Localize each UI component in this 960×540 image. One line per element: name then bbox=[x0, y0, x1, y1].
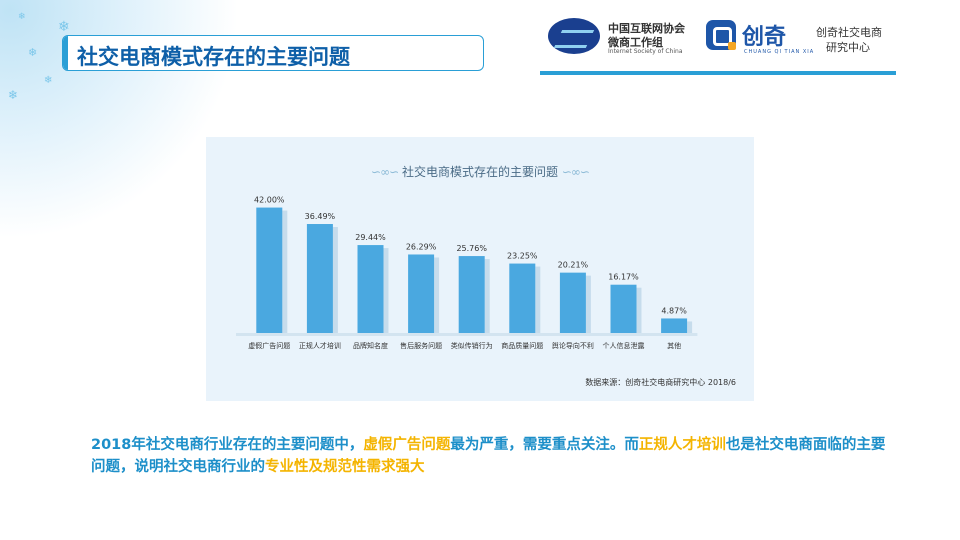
chuangqi-brand-sub: CHUANG QI TIAN XIA bbox=[744, 49, 815, 55]
summary-part-1: 2018年社交电商行业存在的主要问题中， bbox=[91, 437, 364, 453]
bar-shadow bbox=[535, 266, 541, 333]
bar-chart: 42.00% 虚假广告问题 36.49% 正规人才培训 29.44% 品牌知名度 26.29… bbox=[236, 196, 698, 350]
bar-shadow bbox=[383, 248, 389, 333]
category-label: 舆论导向不利 bbox=[552, 341, 594, 350]
internet-society-emblem-icon bbox=[548, 18, 600, 54]
chuangqi-logo: 创奇 CHUANG QI TIAN XIA 创奇社交电商 研究中心 bbox=[706, 18, 906, 58]
chart-panel: 42.00% 虚假广告问题 36.49% 正规人才培训 29.44% 品牌知名度 26.29… bbox=[206, 137, 754, 401]
category-label: 品牌知名度 bbox=[353, 341, 388, 350]
chart-title-row: ∽∞∽ 社交电商模式存在的主要问题 ∽∞∽ bbox=[206, 163, 754, 180]
snowflake-icon: ❄ bbox=[44, 75, 53, 86]
bar-shadow bbox=[687, 321, 693, 333]
snowflake-icon: ❄ bbox=[8, 88, 19, 102]
data-label: 4.87% bbox=[661, 306, 687, 315]
chuangqi-brand: 创奇 bbox=[742, 25, 787, 50]
data-label: 42.00% bbox=[254, 196, 285, 205]
snowflake-icon: ❄ bbox=[28, 46, 38, 59]
chuangqi-side-line-1: 创奇社交电商 bbox=[816, 26, 882, 39]
data-label: 36.49% bbox=[305, 212, 336, 221]
page-title: 社交电商模式存在的主要问题 bbox=[77, 45, 350, 69]
category-label: 售后服务问题 bbox=[400, 341, 442, 350]
summary-part-3: 也是社交电商面临的主要问题，说明社交电商行业的 bbox=[91, 437, 886, 475]
snowflake-icon: ❄ bbox=[58, 19, 70, 35]
bar-shadow bbox=[585, 275, 591, 333]
internet-society-logo: 中国互联网协会 微商工作组 Internet Society of China bbox=[548, 18, 698, 58]
summary-highlight-2: 正规人才培训 bbox=[638, 437, 726, 453]
chuangqi-side-line-2: 研究中心 bbox=[826, 41, 870, 54]
chuangqi-dot-icon bbox=[728, 42, 736, 50]
category-label: 正规人才培训 bbox=[299, 341, 341, 350]
category-label: 类似传销行为 bbox=[451, 341, 493, 350]
data-label: 16.17% bbox=[608, 273, 639, 282]
logo-line-1: 中国互联网协会 bbox=[608, 22, 685, 35]
logo-line-3: Internet Society of China bbox=[608, 48, 683, 55]
chart-title: 社交电商模式存在的主要问题 bbox=[401, 165, 558, 179]
chart-source: 数据来源：创奇社交电商研究中心 2018/6 bbox=[585, 378, 736, 387]
data-label: 23.25% bbox=[507, 252, 538, 261]
snowflake-icon: ❄ bbox=[18, 12, 26, 22]
category-label: 虚假广告问题 bbox=[248, 341, 290, 350]
bar bbox=[256, 207, 283, 333]
right-swirl-icon: ∽∞∽ bbox=[561, 165, 590, 179]
category-label: 其他 bbox=[667, 341, 681, 350]
bar bbox=[610, 284, 637, 333]
data-label: 26.29% bbox=[406, 242, 437, 251]
bar bbox=[306, 224, 333, 333]
title-bar: 社交电商模式存在的主要问题 bbox=[62, 35, 484, 71]
bar bbox=[509, 263, 536, 333]
bar bbox=[661, 318, 688, 333]
bar bbox=[458, 256, 485, 333]
bar-shadow bbox=[434, 257, 440, 333]
category-label: 商品质量问题 bbox=[501, 341, 543, 350]
category-label: 个人信息泄露 bbox=[603, 341, 645, 350]
bar-shadow bbox=[636, 287, 642, 333]
title-accent bbox=[63, 36, 68, 70]
bar bbox=[408, 254, 435, 333]
bar-shadow bbox=[332, 227, 338, 333]
data-label: 29.44% bbox=[355, 233, 386, 242]
data-label: 25.76% bbox=[456, 244, 487, 253]
logo-line-2: 微商工作组 bbox=[608, 36, 663, 49]
bar bbox=[559, 272, 586, 333]
summary-part-2: 最为严重，需要重点关注。而 bbox=[450, 437, 639, 453]
bar-shadow bbox=[282, 210, 288, 333]
bar-shadow bbox=[484, 259, 490, 333]
bar bbox=[357, 245, 384, 333]
summary-highlight-3: 专业性及规范性需求强大 bbox=[265, 459, 425, 475]
left-swirl-icon: ∽∞∽ bbox=[371, 165, 399, 179]
header-rule bbox=[540, 71, 896, 75]
data-label: 20.21% bbox=[558, 261, 589, 270]
summary-text: 2018年社交电商行业存在的主要问题中，虚假广告问题最为严重，需要重点关注。而正… bbox=[91, 434, 891, 478]
summary-highlight-1: 虚假广告问题 bbox=[363, 437, 451, 453]
chart-baseline bbox=[236, 333, 698, 336]
